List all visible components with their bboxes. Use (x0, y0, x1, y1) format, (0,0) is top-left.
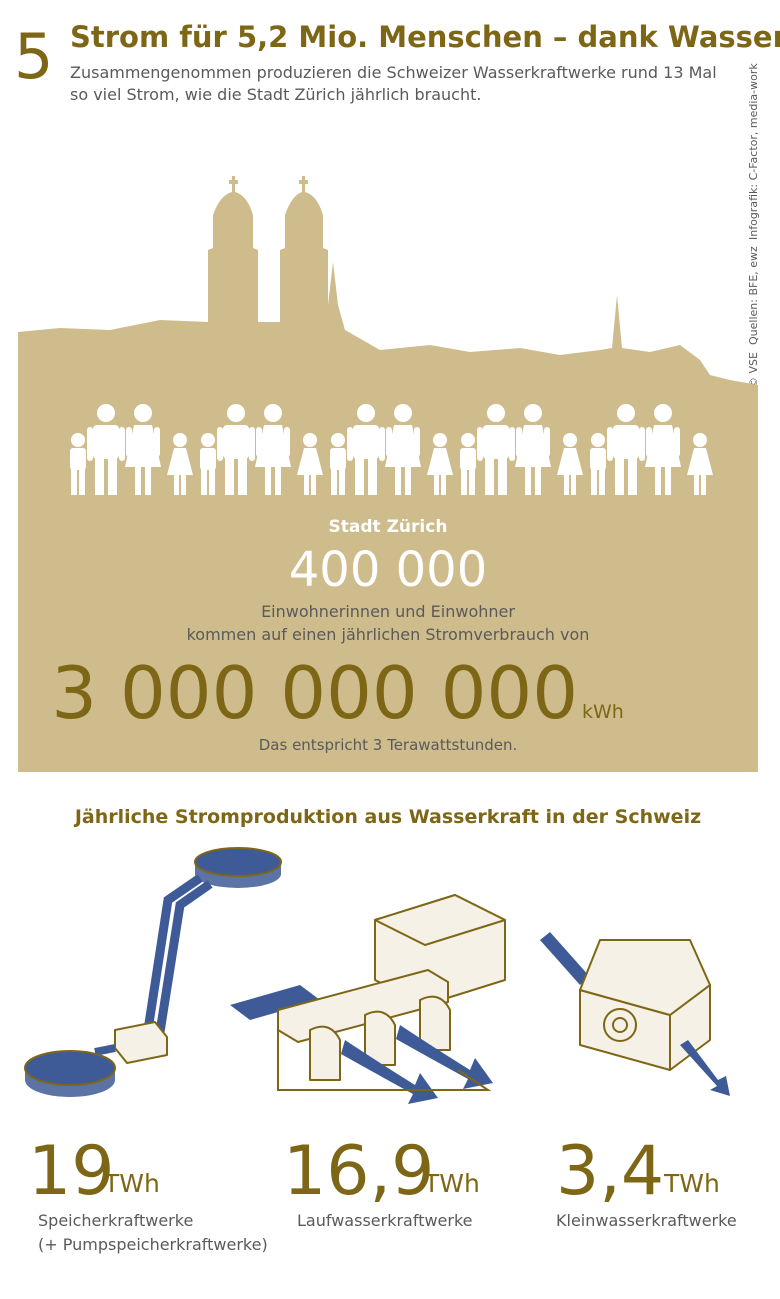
plant-value: 19 (28, 1132, 115, 1211)
city-name: Stadt Zürich (329, 517, 448, 537)
section-title: Jährliche Stromproduktion aus Wasserkraf… (73, 806, 701, 828)
credit: Infografik: C-Factor, media-work (747, 63, 760, 240)
sources: Quellen: BFE, ewz (747, 246, 760, 345)
consumption-unit: kWh (582, 701, 624, 723)
plant-label: Kleinwasserkraftwerke (556, 1211, 737, 1230)
plant-unit: TWh (663, 1169, 720, 1198)
plant-unit: TWh (423, 1169, 480, 1198)
plant-label: (+ Pumpspeicherkraftwerke) (38, 1235, 268, 1254)
run-of-river-illustration (230, 894, 506, 1104)
subtitle: so viel Strom, wie die Stadt Zürich jähr… (70, 85, 481, 104)
population: 400 000 (289, 542, 488, 598)
plant-value: 3,4 (556, 1132, 664, 1211)
copyright: © VSE (747, 352, 760, 388)
city-note: Das entspricht 3 Terawattstunden. (259, 736, 518, 754)
plant-small: 3,4 TWh Kleinwasserkraftwerke (556, 1132, 737, 1230)
plant-label: Speicherkraftwerke (38, 1211, 193, 1230)
section-number: 5 (14, 20, 53, 93)
title: Strom für 5,2 Mio. Menschen – dank Wasse… (70, 20, 780, 54)
consumption: 3 000 000 000 (51, 651, 578, 735)
small-plant-illustration (540, 932, 730, 1096)
subtitle: Zusammengenommen produzieren die Schweiz… (70, 63, 717, 82)
plant-value: 16,9 (283, 1132, 434, 1211)
storage-plant-illustration (24, 847, 282, 1097)
skyline (18, 176, 758, 772)
plant-unit: TWh (103, 1169, 160, 1198)
plant-run-of-river: 16,9 TWh Laufwasserkraftwerke (283, 1132, 480, 1230)
city-text: kommen auf einen jährlichen Stromverbrau… (187, 625, 590, 644)
city-text: Einwohnerinnen und Einwohner (261, 602, 515, 621)
plant-storage: 19 TWh Speicherkraftwerke (+ Pumpspeiche… (28, 1132, 268, 1254)
plant-label: Laufwasserkraftwerke (297, 1211, 473, 1230)
